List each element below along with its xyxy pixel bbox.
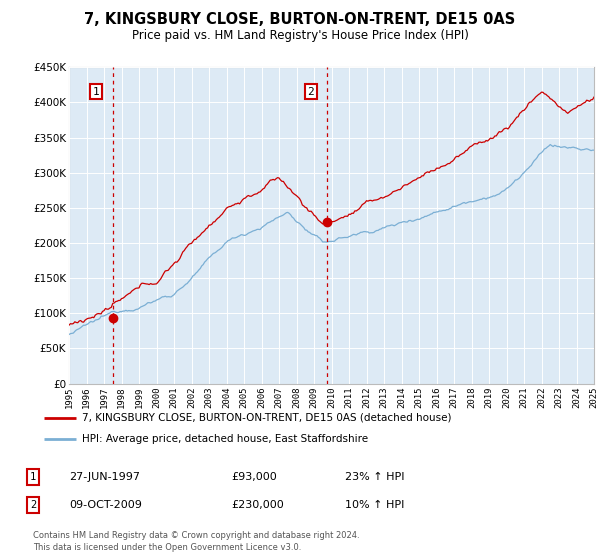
Text: 7, KINGSBURY CLOSE, BURTON-ON-TRENT, DE15 0AS (detached house): 7, KINGSBURY CLOSE, BURTON-ON-TRENT, DE1… <box>82 413 451 423</box>
Text: Contains HM Land Registry data © Crown copyright and database right 2024.
This d: Contains HM Land Registry data © Crown c… <box>33 531 359 552</box>
Text: HPI: Average price, detached house, East Staffordshire: HPI: Average price, detached house, East… <box>82 435 368 444</box>
Text: £230,000: £230,000 <box>231 500 284 510</box>
Text: 09-OCT-2009: 09-OCT-2009 <box>69 500 142 510</box>
Text: 2: 2 <box>30 500 36 510</box>
Text: 1: 1 <box>30 472 36 482</box>
Text: 27-JUN-1997: 27-JUN-1997 <box>69 472 140 482</box>
Text: 1: 1 <box>92 87 99 97</box>
Text: 10% ↑ HPI: 10% ↑ HPI <box>345 500 404 510</box>
Text: £93,000: £93,000 <box>231 472 277 482</box>
Text: 7, KINGSBURY CLOSE, BURTON-ON-TRENT, DE15 0AS: 7, KINGSBURY CLOSE, BURTON-ON-TRENT, DE1… <box>85 12 515 27</box>
Text: Price paid vs. HM Land Registry's House Price Index (HPI): Price paid vs. HM Land Registry's House … <box>131 29 469 42</box>
Text: 2: 2 <box>307 87 314 97</box>
Text: 23% ↑ HPI: 23% ↑ HPI <box>345 472 404 482</box>
